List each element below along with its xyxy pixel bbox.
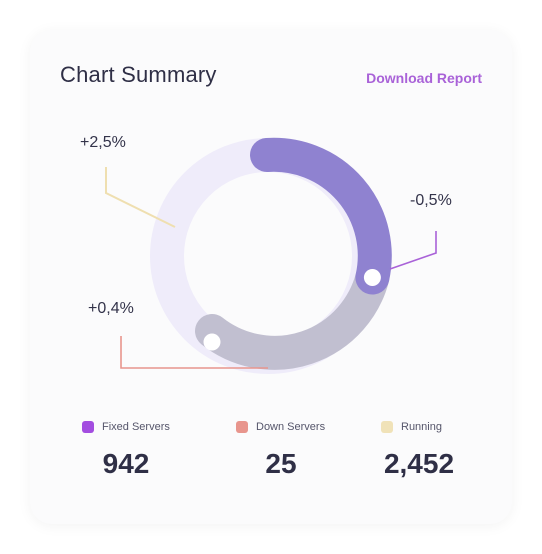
callout-running: +2,5%: [80, 134, 126, 151]
legend-label: Fixed Servers: [102, 421, 170, 433]
leader-line-fixed: [389, 231, 437, 270]
leader-line-running: [105, 167, 176, 228]
down-servers-value: 25: [265, 448, 297, 479]
legend-swatch: [381, 421, 393, 433]
card-title: Chart Summary: [60, 62, 217, 87]
donut-segment-down-servers: [195, 260, 390, 370]
legend-swatch: [82, 421, 94, 433]
fixed-servers-value: 942: [102, 448, 150, 479]
down-segment-handle: [203, 333, 221, 351]
fixed-segment-handle: [363, 269, 381, 286]
download-report-link[interactable]: Download Report: [366, 70, 482, 86]
legend-label: Running: [401, 421, 442, 433]
callout-down-servers: +0,4%: [88, 300, 134, 317]
leader-line-down: [120, 336, 268, 369]
donut-segment-fixed-servers: [250, 137, 392, 295]
legend-item-fixed-servers: Fixed Servers: [82, 421, 170, 433]
legend-item-running: Running: [381, 421, 442, 433]
callout-fixed-servers: -0,5%: [410, 192, 452, 209]
legend-swatch: [236, 421, 248, 433]
legend-item-down-servers: Down Servers: [236, 421, 325, 433]
legend-label: Down Servers: [256, 421, 326, 433]
chart-summary-card: [30, 30, 512, 524]
running-value: 2,452: [383, 448, 455, 479]
